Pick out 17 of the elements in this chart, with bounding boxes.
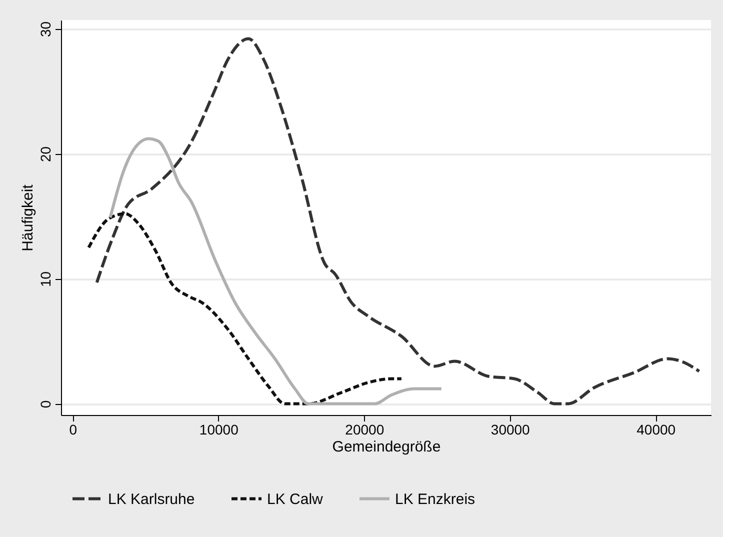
legend-label: LK Karlsruhe — [108, 490, 195, 508]
y-tick-label: 10 — [38, 271, 54, 288]
x-axis-title: Gemeindegröße — [332, 438, 441, 456]
y-axis-title: Häufigkeit — [20, 184, 36, 252]
y-tick-label: 0 — [38, 400, 54, 408]
x-tick-label: 40000 — [636, 422, 676, 438]
y-tick-label: 20 — [38, 146, 54, 162]
x-tick-label: 30000 — [490, 422, 530, 438]
legend-label: LK Enzkreis — [395, 490, 476, 508]
line-series — [87, 212, 403, 406]
line-series — [108, 137, 443, 406]
x-tick-label: 20000 — [345, 422, 384, 438]
y-tick-label: 30 — [38, 21, 54, 38]
x-tick-label: 10000 — [199, 422, 239, 438]
legend-label: LK Calw — [267, 490, 324, 508]
x-tick-label: 0 — [69, 422, 78, 438]
line-series — [95, 37, 701, 406]
